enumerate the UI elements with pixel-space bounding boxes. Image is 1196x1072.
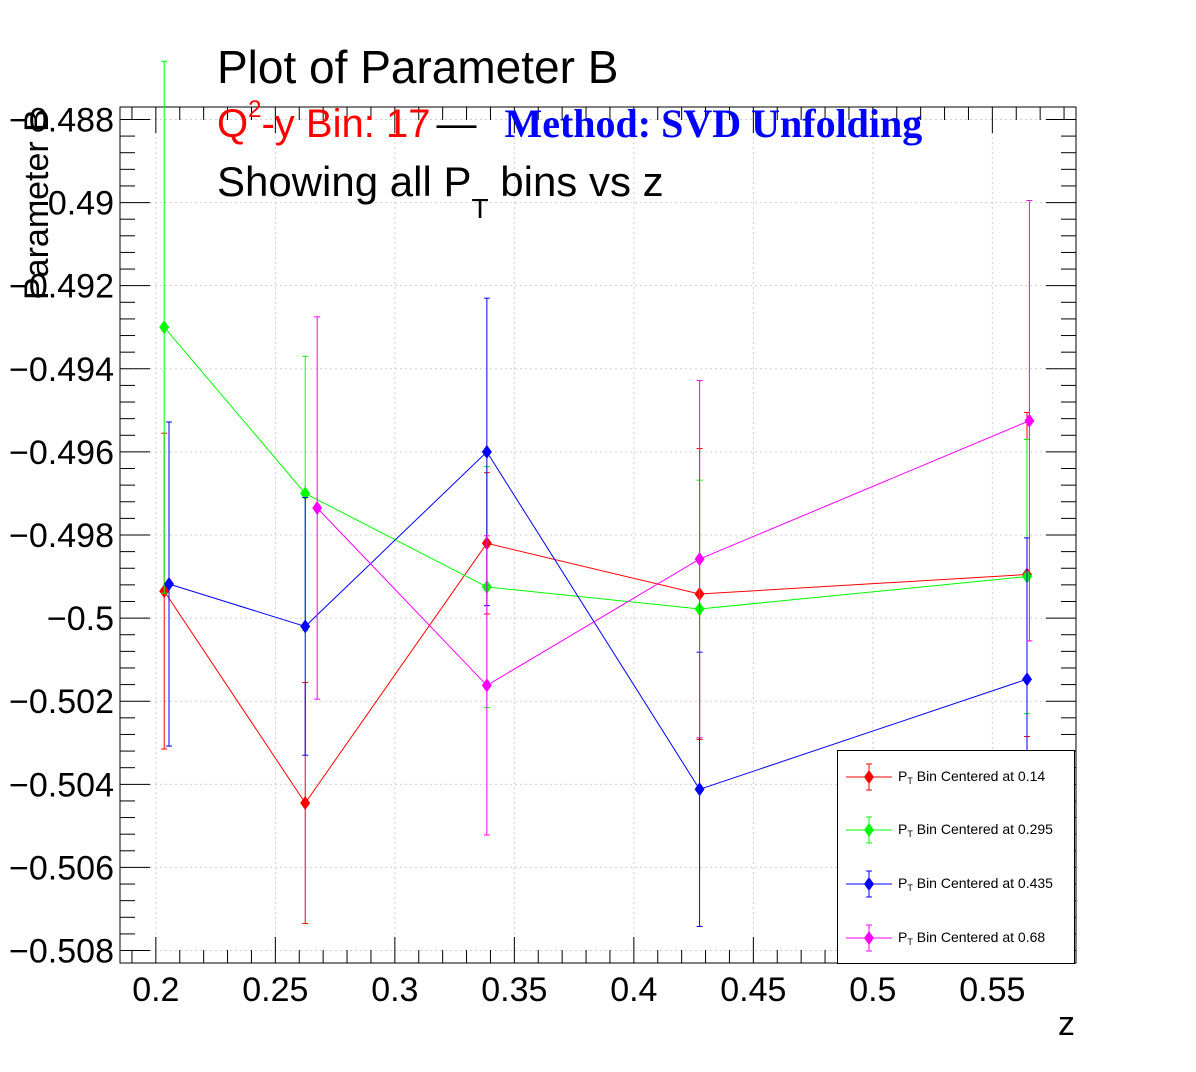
separator-dash: — [436,102,477,146]
y-tick-label: −0.496 [9,434,114,472]
x-tick-label: 0.25 [242,971,308,1009]
y-tick-label: −0.508 [9,933,114,971]
series-line [163,326,1028,610]
data-point [694,552,705,567]
data-point [694,782,705,797]
legend-marker [846,816,892,844]
legend-label: PT Bin Centered at 0.295 [898,821,1053,839]
axes: 0.2 0.25 0.3 0.35 0.4 0.45 0.5 0.55 −0.488 −0.49 −… [9,101,1077,1009]
data-point [300,619,311,634]
x-tick-label: 0.2 [132,971,179,1009]
legend: PT Bin Centered at 0.14 PT Bin Centered … [837,750,1075,964]
data-point [300,796,311,811]
legend-label: PT Bin Centered at 0.68 [898,929,1046,947]
chart-subtitle-bin: Q2-y Bin: 17— Method: SVD Unfolding [217,96,923,147]
legend-diamond [864,877,874,891]
legend-marker [846,924,892,952]
data-point [159,320,170,335]
x-tick-label: 0.3 [371,971,418,1009]
legend-label: PT Bin Centered at 0.435 [898,875,1053,893]
x-tick-label: 0.55 [959,971,1025,1009]
y-tick-label: −0.506 [9,849,114,887]
series-3 [312,199,1035,836]
data-point [163,577,174,592]
data-point [481,678,492,693]
y-tick-label: −0.488 [9,101,114,139]
x-tick-label: 0.35 [481,971,547,1009]
series-line [316,420,1030,687]
x-tick-label: 0.45 [720,971,786,1009]
x-tick-label: 0.5 [849,971,896,1009]
legend-item-2: PT Bin Centered at 0.435 [838,869,1076,899]
y-tick-label: −0.5 [47,600,114,638]
legend-diamond [864,931,874,945]
y-tick-label: −0.504 [9,766,114,804]
x-tick-label: 0.4 [610,971,657,1009]
data-point [1022,672,1033,687]
legend-item-1: PT Bin Centered at 0.295 [838,815,1076,845]
y-tick-label: −0.502 [9,683,114,721]
data-point [1024,413,1035,428]
data-point [300,486,311,501]
legend-diamond [864,823,874,837]
y-axis-label: Parameter B [18,109,56,300]
chart-subtitle-pt: Showing all PT bins vs z [217,158,664,224]
legend-item-0: PT Bin Centered at 0.14 [838,762,1076,792]
data-point [312,500,323,515]
data-point [481,444,492,459]
y-tick-label: −0.49 [28,185,114,223]
y-tick-label: −0.494 [9,351,114,389]
method-label: Method: SVD Unfolding [504,101,923,146]
y-tick-label: −0.492 [9,268,114,306]
chart-title: Plot of Parameter B [217,41,619,93]
y-tick-label: −0.498 [9,517,114,555]
series-line [168,451,1028,790]
legend-marker [846,870,892,898]
legend-diamond [864,770,874,784]
x-axis-label: z [1058,1005,1075,1043]
bin-label: Q2-y Bin: 17 [217,96,431,147]
legend-item-3: PT Bin Centered at 0.68 [838,923,1076,953]
legend-label: PT Bin Centered at 0.14 [898,768,1046,786]
legend-marker [846,763,892,791]
